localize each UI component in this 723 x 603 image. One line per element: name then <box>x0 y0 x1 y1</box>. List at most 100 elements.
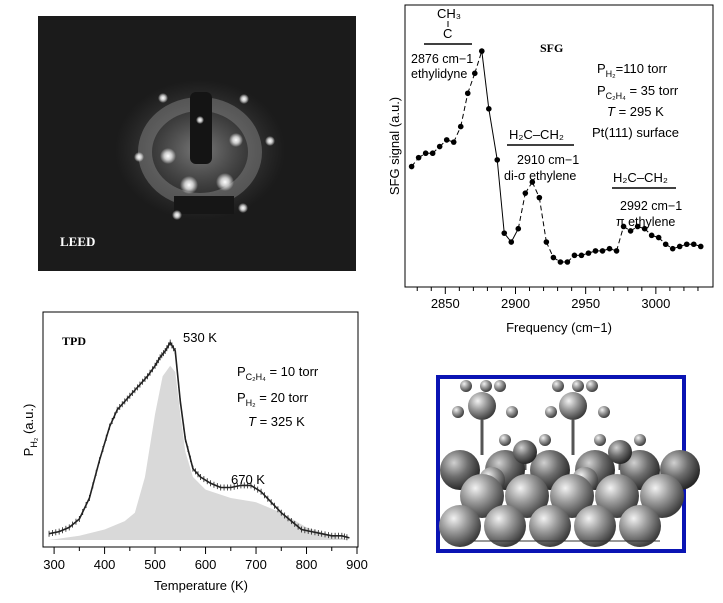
hydrogen-atom <box>634 434 646 446</box>
sfg-data-point <box>450 139 457 145</box>
sfg-data-point <box>415 154 422 161</box>
tpd-panel-label: TPD <box>62 334 86 348</box>
platinum-atom <box>460 474 504 518</box>
platinum-atom <box>595 474 639 518</box>
tpd-x-tick-label: 600 <box>195 557 217 572</box>
sfg-data-point <box>494 157 501 163</box>
tpd-peak-label-670: 670 K <box>231 472 265 487</box>
hydrogen-atom <box>494 380 506 392</box>
sfg-data-point <box>550 254 557 261</box>
sfg-data-point <box>429 150 436 157</box>
peak-species: di-σ ethylene <box>504 169 576 183</box>
sfg-y-axis-label: SFG signal (a.u.) <box>387 97 402 195</box>
leed-spot <box>158 93 168 103</box>
sfg-data-points <box>408 48 704 265</box>
surface-model-panel <box>436 375 700 553</box>
hydrogen-atom <box>545 406 557 418</box>
peak-formula-c: C <box>443 26 452 41</box>
sfg-p-h2: PH₂=110 torr <box>597 61 668 79</box>
sfg-line-segment <box>538 197 547 243</box>
leed-panel: LEED <box>38 16 356 271</box>
sfg-x-ticks: 2850 2900 2950 3000 <box>416 287 699 311</box>
tpd-line-series <box>48 339 350 541</box>
platinum-atom <box>640 474 684 518</box>
sfg-x-tick-label: 3000 <box>641 296 670 311</box>
sfg-peak-label-di-sigma: H₂C–CH₂ 2910 cm−1 di-σ ethylene <box>504 127 579 183</box>
sfg-peak-label-ethylidyne: CH₃ C 2876 cm−1 ethylidyne <box>411 6 473 81</box>
sfg-data-point <box>571 252 578 259</box>
sfg-data-point <box>592 248 599 254</box>
peak-formula: H₂C–CH₂ <box>613 170 668 185</box>
sfg-data-point <box>508 239 515 245</box>
sfg-line-segment <box>496 159 505 234</box>
sfg-peak-label-pi: H₂C–CH₂ 2992 cm−1 π ethylene <box>612 170 682 229</box>
leed-spot <box>180 176 198 194</box>
surface-model-atoms <box>439 380 700 547</box>
tpd-y-axis-label: PH₂ (a.u.) <box>21 404 39 457</box>
sfg-data-point <box>585 250 592 256</box>
sfg-panel: 2850 2900 2950 3000 Frequency (cm−1) SFG si… <box>387 4 714 335</box>
peak-species: ethylidyne <box>411 67 467 81</box>
leed-spot <box>134 152 144 162</box>
sfg-x-axis-label: Frequency (cm−1) <box>506 320 612 335</box>
peak-wavenumber: 2910 cm−1 <box>517 153 579 167</box>
sfg-data-point <box>627 228 634 234</box>
sfg-data-point <box>564 259 571 265</box>
peak-formula: H₂C–CH₂ <box>509 127 564 142</box>
tpd-x-tick-label: 400 <box>94 557 116 572</box>
sfg-data-point <box>536 194 543 201</box>
sfg-data-point <box>436 143 443 150</box>
leed-spot <box>229 133 243 147</box>
leed-spot <box>196 116 204 124</box>
hydrogen-atom <box>586 380 598 392</box>
tpd-p-h2: PH₂ = 20 torr <box>237 390 309 408</box>
carbon-atom <box>559 392 587 420</box>
carbon-atom <box>608 440 632 464</box>
tpd-x-tick-label: 700 <box>245 557 267 572</box>
hydrogen-atom <box>539 434 551 446</box>
sfg-data-point <box>599 248 606 254</box>
sfg-x-tick-label: 2850 <box>431 296 460 311</box>
sfg-data-point <box>613 248 620 254</box>
tpd-peak-label-530: 530 K <box>183 330 217 345</box>
peak-formula-ch3: CH₃ <box>437 6 461 21</box>
platinum-atom <box>619 505 661 547</box>
sfg-line-segment <box>453 126 462 143</box>
sfg-data-point <box>529 179 536 185</box>
tpd-p-c2h4: PC₂H₄ = 10 torr <box>237 364 319 382</box>
sfg-data-point <box>457 123 464 130</box>
platinum-atom <box>550 474 594 518</box>
sfg-line-segment <box>531 181 540 198</box>
sfg-plot-frame <box>404 4 714 288</box>
sfg-data-point <box>557 259 564 265</box>
sfg-p-c2h4: PC₂H₄ = 35 torr <box>597 83 679 101</box>
tpd-x-tick-label: 300 <box>43 557 65 572</box>
leed-spot <box>238 203 248 213</box>
sfg-data-point <box>662 241 669 248</box>
sfg-data-point <box>443 137 450 143</box>
peak-wavenumber: 2876 cm−1 <box>411 52 473 66</box>
sfg-data-point <box>634 223 641 230</box>
sfg-data-point <box>655 234 662 241</box>
leed-electron-gun-shadow <box>190 92 212 164</box>
hydrogen-atom <box>572 380 584 392</box>
sfg-data-point <box>522 190 529 196</box>
sfg-line-segment <box>545 241 554 258</box>
sfg-data-point <box>683 241 690 248</box>
platinum-atom <box>574 505 616 547</box>
leed-spot <box>239 94 249 104</box>
sfg-surface: Pt(111) surface <box>592 125 679 140</box>
leed-pattern <box>115 80 285 220</box>
tpd-x-axis-label: Temperature (K) <box>154 578 248 593</box>
leed-spot <box>265 136 275 146</box>
tpd-x-tick-label: 800 <box>296 557 318 572</box>
leed-holder-shadow <box>174 196 234 214</box>
sfg-data-point <box>676 243 683 250</box>
hydrogen-atom <box>480 380 492 392</box>
sfg-data-point <box>641 225 648 232</box>
sfg-data-point <box>501 230 508 236</box>
hydrogen-atom <box>598 406 610 418</box>
sfg-temperature: T = 295 K <box>607 104 664 119</box>
leed-spot <box>216 173 234 191</box>
